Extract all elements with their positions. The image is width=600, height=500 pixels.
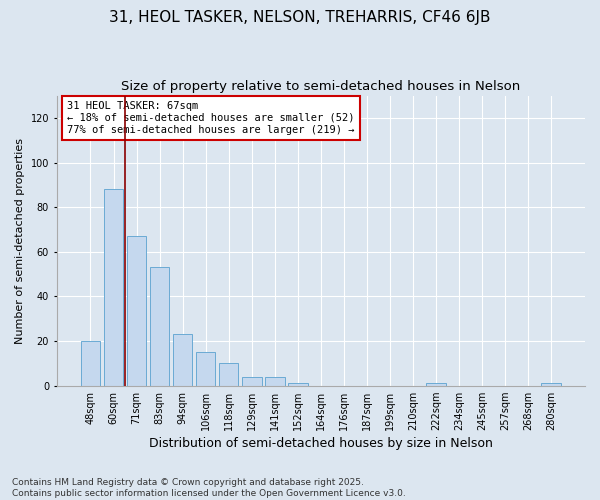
Text: 31 HEOL TASKER: 67sqm
← 18% of semi-detached houses are smaller (52)
77% of semi: 31 HEOL TASKER: 67sqm ← 18% of semi-deta… — [67, 102, 355, 134]
Text: 31, HEOL TASKER, NELSON, TREHARRIS, CF46 6JB: 31, HEOL TASKER, NELSON, TREHARRIS, CF46… — [109, 10, 491, 25]
Title: Size of property relative to semi-detached houses in Nelson: Size of property relative to semi-detach… — [121, 80, 520, 93]
Bar — [288, 384, 308, 386]
Bar — [196, 352, 215, 386]
Bar — [265, 377, 284, 386]
Bar — [127, 236, 146, 386]
Bar — [173, 334, 193, 386]
Bar — [242, 377, 262, 386]
Y-axis label: Number of semi-detached properties: Number of semi-detached properties — [15, 138, 25, 344]
Bar — [81, 341, 100, 386]
Bar — [219, 364, 238, 386]
Bar — [541, 384, 561, 386]
X-axis label: Distribution of semi-detached houses by size in Nelson: Distribution of semi-detached houses by … — [149, 437, 493, 450]
Bar — [150, 268, 169, 386]
Text: Contains HM Land Registry data © Crown copyright and database right 2025.
Contai: Contains HM Land Registry data © Crown c… — [12, 478, 406, 498]
Bar — [104, 190, 124, 386]
Bar — [426, 384, 446, 386]
